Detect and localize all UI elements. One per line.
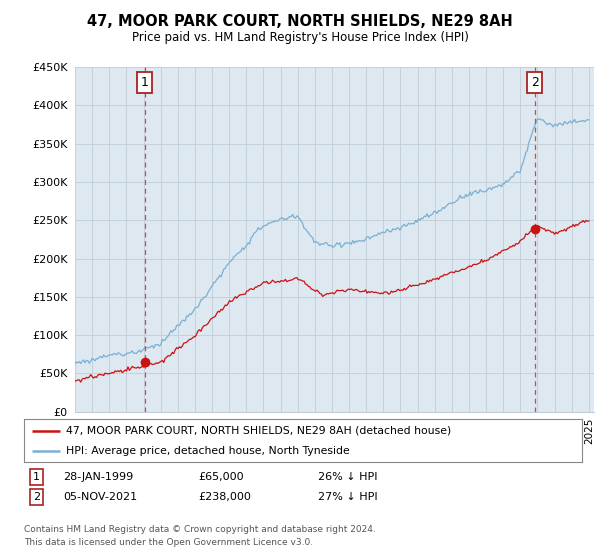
Text: 47, MOOR PARK COURT, NORTH SHIELDS, NE29 8AH (detached house): 47, MOOR PARK COURT, NORTH SHIELDS, NE29… [66, 426, 451, 436]
Text: Price paid vs. HM Land Registry's House Price Index (HPI): Price paid vs. HM Land Registry's House … [131, 31, 469, 44]
Text: HPI: Average price, detached house, North Tyneside: HPI: Average price, detached house, Nort… [66, 446, 350, 456]
Text: 47, MOOR PARK COURT, NORTH SHIELDS, NE29 8AH: 47, MOOR PARK COURT, NORTH SHIELDS, NE29… [87, 14, 513, 29]
Text: 26% ↓ HPI: 26% ↓ HPI [318, 472, 377, 482]
Text: 2: 2 [33, 492, 40, 502]
Text: 2: 2 [531, 76, 539, 89]
Text: 28-JAN-1999: 28-JAN-1999 [63, 472, 133, 482]
Text: 1: 1 [33, 472, 40, 482]
Text: This data is licensed under the Open Government Licence v3.0.: This data is licensed under the Open Gov… [24, 538, 313, 547]
Text: 27% ↓ HPI: 27% ↓ HPI [318, 492, 377, 502]
Text: £238,000: £238,000 [198, 492, 251, 502]
Text: 1: 1 [141, 76, 149, 89]
Text: Contains HM Land Registry data © Crown copyright and database right 2024.: Contains HM Land Registry data © Crown c… [24, 525, 376, 534]
Text: 05-NOV-2021: 05-NOV-2021 [63, 492, 137, 502]
Text: £65,000: £65,000 [198, 472, 244, 482]
